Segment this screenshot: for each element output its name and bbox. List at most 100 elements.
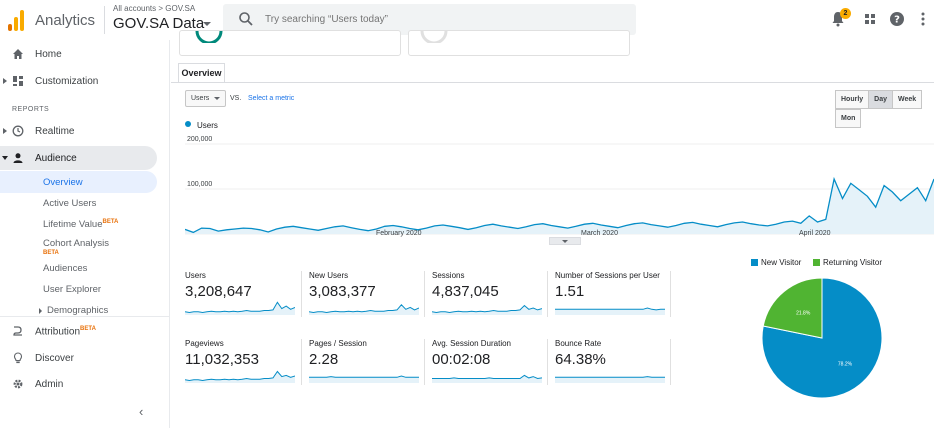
kpi-label: Pages / Session (309, 339, 367, 348)
kpi-bounce-rate[interactable]: Bounce Rate 64.38% (555, 339, 667, 397)
chevron-right-icon (39, 308, 42, 314)
kpi-sparkline (555, 307, 665, 315)
sidebar-subitem-cohort-analysis[interactable]: Cohort Analysis BETA (0, 234, 157, 260)
more-vert-icon[interactable] (914, 10, 932, 28)
legend-swatch (751, 259, 758, 266)
pie-slice-new-visitor[interactable] (761, 277, 883, 399)
analytics-logo-icon[interactable] (8, 9, 26, 31)
search-bar[interactable] (223, 4, 636, 35)
kpi-label: New Users (309, 271, 349, 280)
sparkline-area (432, 375, 542, 383)
pie-legend-returning-visitor[interactable]: Returning Visitor (813, 258, 882, 267)
kpi-sessions[interactable]: Sessions 4,837,045 (432, 271, 544, 329)
sidebar-item-customization[interactable]: Customization (0, 69, 157, 93)
pie-slice-label: 21.8% (796, 310, 811, 316)
sparkline-line (185, 370, 295, 382)
main-content: Overview Users VS. Select a metric Hourl… (171, 30, 934, 428)
period-week-button[interactable]: Week (892, 90, 923, 109)
sidebar-item-home[interactable]: Home (0, 42, 157, 66)
apps-grid-icon[interactable] (861, 10, 879, 28)
period-hourly-button[interactable]: Hourly (835, 90, 870, 109)
y-tick-label: 200,000 (187, 136, 212, 143)
sidebar-subitem-label: Active Users (43, 198, 97, 209)
kpi-sparkline (309, 304, 419, 315)
period-day-button[interactable]: Day (868, 90, 894, 109)
kpi-label: Users (185, 271, 206, 280)
sparkline-area (432, 305, 542, 315)
kpi-label: Sessions (432, 271, 465, 280)
sidebar-subitem-user-explorer[interactable]: User Explorer (0, 278, 157, 300)
visitor-type-pie-chart[interactable]: 78.2% 21.8% (760, 276, 884, 400)
legend-label: New Visitor (761, 258, 802, 267)
home-icon (13, 49, 23, 59)
collapse-sidebar-icon[interactable]: ‹ (139, 404, 144, 419)
sidebar-subitem-label: Cohort Analysis (43, 238, 110, 249)
pie-slice-returning-visitor[interactable] (762, 277, 823, 339)
metric-select[interactable]: Users (185, 90, 226, 107)
sparkline-line (309, 304, 419, 314)
notification-badge: 2 (840, 8, 851, 19)
sidebar-item-attribution[interactable]: AttributionBETA (0, 319, 157, 343)
chevron-down-icon[interactable] (203, 22, 211, 26)
divider (171, 82, 934, 83)
kpi-pages-per-session[interactable]: Pages / Session 2.28 (309, 339, 421, 397)
chevron-right-icon (3, 78, 7, 84)
period-month-button[interactable]: Mon (835, 109, 862, 128)
kpi-users[interactable]: Users 3,208,647 (185, 271, 297, 329)
sparkline-line (309, 375, 419, 378)
kpi-pageviews[interactable]: Pageviews 11,032,353 (185, 339, 297, 397)
sidebar-item-audience[interactable]: Audience (0, 146, 157, 170)
app-name[interactable]: Analytics (35, 12, 96, 29)
pie-legend-new-visitor[interactable]: New Visitor (751, 258, 801, 267)
sidebar-item-realtime[interactable]: Realtime (0, 119, 157, 143)
sparkline-line (432, 374, 542, 380)
y-tick-label: 100,000 (187, 181, 212, 188)
kpi-label: Pageviews (185, 339, 224, 348)
reports-heading: REPORTS (12, 106, 50, 113)
chart-resize-handle[interactable] (549, 237, 581, 245)
sidebar-item-label: Audience (35, 153, 77, 164)
kpi-sessions-per-user[interactable]: Number of Sessions per User 1.51 (555, 271, 673, 329)
help-icon[interactable]: ? (888, 10, 906, 28)
kpi-sparkline (432, 304, 542, 315)
kpi-value: 2.28 (309, 351, 339, 368)
sidebar-item-admin[interactable]: Admin (0, 372, 157, 396)
select-metric-link[interactable]: Select a metric (248, 95, 295, 102)
divider (301, 271, 302, 317)
sidebar-subitem-overview[interactable]: Overview (0, 171, 157, 193)
sidebar-item-discover[interactable]: Discover (0, 346, 157, 370)
x-tick-label: April 2020 (799, 230, 831, 237)
sidebar-subitem-demographics[interactable]: Demographics (0, 299, 157, 321)
sidebar-subitem-active-users[interactable]: Active Users (0, 192, 157, 214)
kpi-value: 3,083,377 (309, 283, 376, 300)
kpi-value: 4,837,045 (432, 283, 499, 300)
x-tick-label: February 2020 (376, 230, 422, 237)
account-selector[interactable]: GOV.SA Data (113, 15, 205, 32)
sparkline-line (555, 307, 665, 311)
kpi-value: 3,208,647 (185, 283, 252, 300)
sidebar-subitem-lifetime-value[interactable]: Lifetime ValueBETA (0, 213, 157, 235)
progress-ring-icon (420, 30, 448, 43)
summary-card (179, 30, 401, 56)
kpi-sparkline (309, 375, 419, 383)
users-line-chart[interactable]: 200,000 100,000 (185, 134, 934, 244)
divider (301, 339, 302, 385)
divider (547, 271, 548, 317)
kpi-sparkline (185, 301, 295, 315)
kpi-new-users[interactable]: New Users 3,083,377 (309, 271, 421, 329)
account-breadcrumb[interactable]: All accounts > GOV.SA (113, 4, 196, 13)
tab-overview[interactable]: Overview (178, 63, 225, 83)
sparkline-line (555, 376, 665, 378)
sidebar-subitem-label: Lifetime Value (43, 219, 103, 231)
sidebar-subitem-audiences[interactable]: Audiences (0, 257, 157, 279)
sidebar: Home Customization REPORTS Realtime Audi… (0, 40, 170, 428)
kpi-value: 1.51 (555, 283, 585, 300)
kpi-value: 11,032,353 (185, 351, 259, 368)
kpi-avg-session-duration[interactable]: Avg. Session Duration 00:02:08 (432, 339, 544, 397)
divider (0, 316, 170, 317)
search-input[interactable] (265, 11, 615, 27)
sidebar-item-label: Realtime (35, 126, 75, 137)
beta-badge: BETA (102, 219, 119, 225)
legend-label: Returning Visitor (823, 258, 882, 267)
sparkline-area (309, 304, 419, 315)
